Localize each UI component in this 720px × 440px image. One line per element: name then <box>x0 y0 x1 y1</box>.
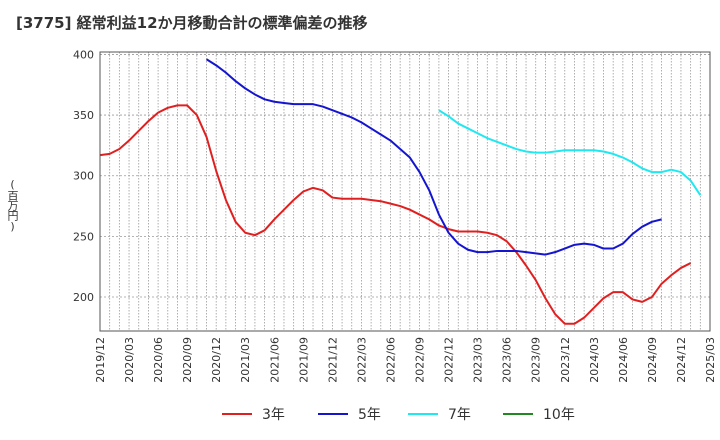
legend-swatch <box>222 413 252 415</box>
y-tick-label: 200 <box>73 291 94 304</box>
x-tick-label: 2025/03 <box>704 337 717 383</box>
x-tick-label: 2020/12 <box>210 337 223 383</box>
series-line-3 <box>438 109 702 196</box>
legend-label: 7年 <box>448 407 471 423</box>
legend-label: 10年 <box>543 407 575 423</box>
chart-title: [3775] 経常利益12か月移動合計の標準偏差の推移 <box>16 14 368 32</box>
x-tick-label: 2024/03 <box>588 337 601 383</box>
x-tick-label: 2023/12 <box>559 337 572 383</box>
x-tick-label: 2021/12 <box>326 337 339 383</box>
legend: 3年 5年 7年 10年 <box>0 400 720 430</box>
legend-item: 5年 <box>318 404 381 424</box>
y-tick-label: 250 <box>73 230 94 243</box>
x-tick-label: 2022/06 <box>384 337 397 383</box>
legend-swatch <box>503 413 533 415</box>
legend-item: 10年 <box>503 404 575 424</box>
axes: 200 250 300 350 400 2019/12 2020/03 2020/06 2020… <box>73 48 717 382</box>
plot-frame <box>99 51 711 332</box>
x-tick-label: 2023/09 <box>530 337 543 383</box>
y-axis-label: (百万円) <box>6 178 19 232</box>
legend-swatch <box>408 413 438 415</box>
x-tick-label: 2023/06 <box>501 337 514 383</box>
x-tick-label: 2021/06 <box>268 337 281 383</box>
x-tick-label: 2024/06 <box>617 337 630 383</box>
legend-label: 3年 <box>262 407 285 423</box>
x-tick-label: 2024/09 <box>646 337 659 383</box>
x-tick-label: 2022/03 <box>355 337 368 383</box>
series-line-1 <box>99 104 692 325</box>
series-lines <box>99 58 702 325</box>
x-tick-label: 2020/09 <box>181 337 194 383</box>
legend-item: 7年 <box>408 404 471 424</box>
x-tick-label: 2020/06 <box>152 337 165 383</box>
x-tick-label: 2019/12 <box>94 337 107 383</box>
x-tick-label: 2024/12 <box>675 337 688 383</box>
legend-label: 5年 <box>358 407 381 423</box>
series-line-2 <box>205 58 662 256</box>
y-tick-label: 300 <box>73 170 94 183</box>
x-tick-label: 2022/09 <box>414 337 427 383</box>
x-tick-label: 2020/03 <box>123 337 136 383</box>
grid <box>99 52 711 331</box>
legend-item: 3年 <box>222 404 285 424</box>
x-tick-label: 2022/12 <box>443 337 456 383</box>
y-tick-label: 400 <box>73 48 94 61</box>
x-tick-label: 2021/03 <box>239 337 252 383</box>
x-tick-label: 2023/03 <box>472 337 485 383</box>
x-tick-label: 2021/09 <box>297 337 310 383</box>
y-tick-label: 350 <box>73 109 94 122</box>
legend-swatch <box>318 413 348 415</box>
